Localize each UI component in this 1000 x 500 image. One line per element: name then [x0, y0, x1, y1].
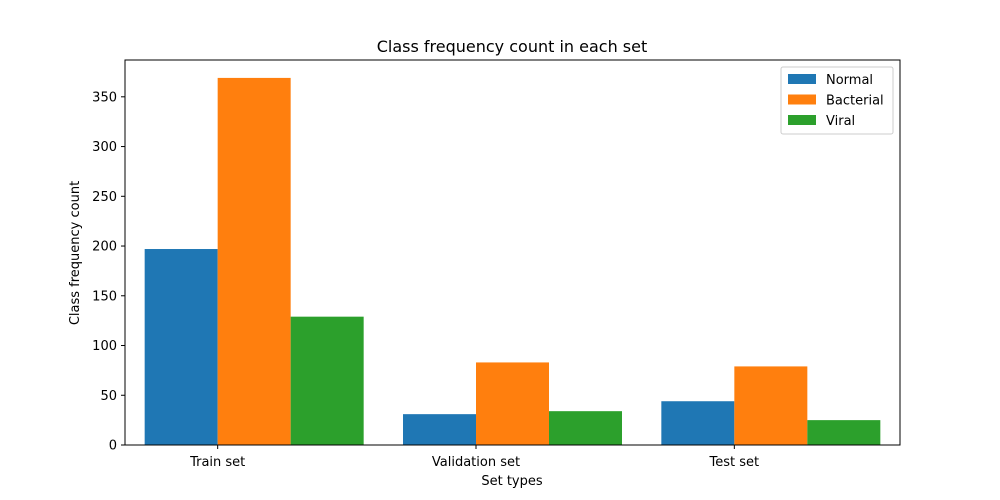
legend: Normal Bacterial Viral [780, 66, 894, 135]
bar-viral-test-set [807, 420, 881, 445]
bar-viral-validation-set [549, 411, 622, 445]
legend-label-bacterial: Bacterial [826, 94, 884, 109]
chart-title: Class frequency count in each set [377, 37, 648, 56]
plot-frame [124, 59, 901, 446]
bar-normal-test-set [661, 401, 735, 445]
y-tick-label: 0 [109, 439, 117, 454]
y-tick-label: 250 [92, 190, 117, 205]
bar-viral-train-set [290, 316, 364, 445]
legend-swatch-bacterial [788, 94, 816, 105]
y-tick-label: 150 [92, 289, 117, 304]
y-tick-label: 100 [92, 339, 117, 354]
y-tick-label: 300 [92, 140, 117, 155]
y-tick-label: 350 [92, 90, 117, 105]
y-axis-title: Class frequency count [68, 181, 83, 325]
legend-label-viral: Viral [826, 114, 855, 129]
bar-normal-train-set [144, 249, 218, 445]
x-tick-label: Test set [709, 455, 760, 470]
legend-swatch-normal [788, 74, 816, 84]
bar-normal-validation-set [403, 414, 476, 445]
bar-bacterial-test-set [734, 366, 808, 445]
legend-label-normal: Normal [826, 73, 873, 88]
x-tick-label: Train set [189, 455, 245, 470]
y-axis: 0 50 100 150 200 250 300 350 [92, 90, 125, 454]
x-axis-title: Set types [481, 474, 543, 489]
plot-area [124, 59, 901, 446]
y-tick-label: 50 [100, 389, 117, 404]
legend-swatch-viral [788, 115, 816, 125]
bar-bacterial-validation-set [476, 362, 549, 445]
x-axis: Train set Validation set Test set [189, 445, 759, 470]
bar-bacterial-train-set [217, 77, 291, 445]
x-tick-label: Validation set [432, 455, 520, 470]
y-tick-label: 200 [92, 240, 117, 255]
